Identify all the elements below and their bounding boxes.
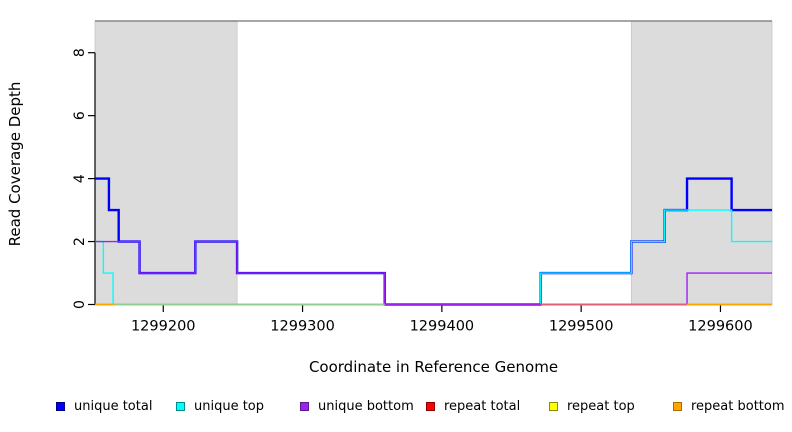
legend-item-repeat-total: repeat total	[426, 397, 520, 415]
legend-swatch-icon	[176, 401, 185, 411]
x-tick-label: 1299300	[270, 319, 335, 335]
legend-swatch-icon	[426, 401, 435, 411]
series-unique-bottom	[95, 240, 772, 306]
legend-item-unique-total: unique total	[56, 397, 152, 415]
x-tick-label: 1299200	[131, 319, 196, 335]
legend-swatch-icon	[300, 401, 309, 411]
legend-label: unique top	[194, 398, 265, 414]
legend-label: repeat top	[567, 398, 635, 414]
legend: unique total unique top unique bottom repea…	[0, 397, 792, 419]
legend-item-unique-top: unique top	[176, 397, 264, 415]
y-tick-label: 4	[72, 174, 88, 183]
legend-swatch-icon	[549, 401, 558, 411]
shaded-region-0	[94, 21, 238, 305]
legend-item-unique-bottom: unique bottom	[300, 397, 414, 415]
y-tick-label: 6	[72, 111, 88, 120]
shaded-region-1	[630, 21, 773, 305]
legend-label: repeat total	[444, 398, 521, 414]
legend-label: repeat bottom	[691, 398, 785, 414]
legend-item-repeat-top: repeat top	[549, 397, 635, 415]
legend-label: unique total	[74, 398, 153, 414]
y-axis-title: Read Coverage Depth	[6, 81, 24, 247]
series-unique-top	[95, 209, 772, 306]
x-tick-label: 1299600	[688, 319, 753, 335]
legend-swatch-icon	[56, 401, 65, 411]
x-tick-label: 1299400	[410, 319, 475, 335]
y-tick-label: 2	[72, 237, 88, 246]
y-tick-label: 0	[72, 300, 88, 309]
legend-label: unique bottom	[318, 398, 414, 414]
x-axis-title: Coordinate in Reference Genome	[308, 358, 559, 376]
y-tick-label: 8	[72, 48, 88, 57]
x-tick-label: 1299500	[549, 319, 614, 335]
legend-item-repeat-bottom: repeat bottom	[673, 397, 785, 415]
legend-swatch-icon	[673, 401, 682, 411]
